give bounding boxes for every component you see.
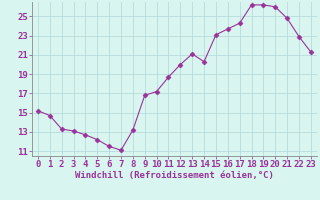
X-axis label: Windchill (Refroidissement éolien,°C): Windchill (Refroidissement éolien,°C) [75,171,274,180]
